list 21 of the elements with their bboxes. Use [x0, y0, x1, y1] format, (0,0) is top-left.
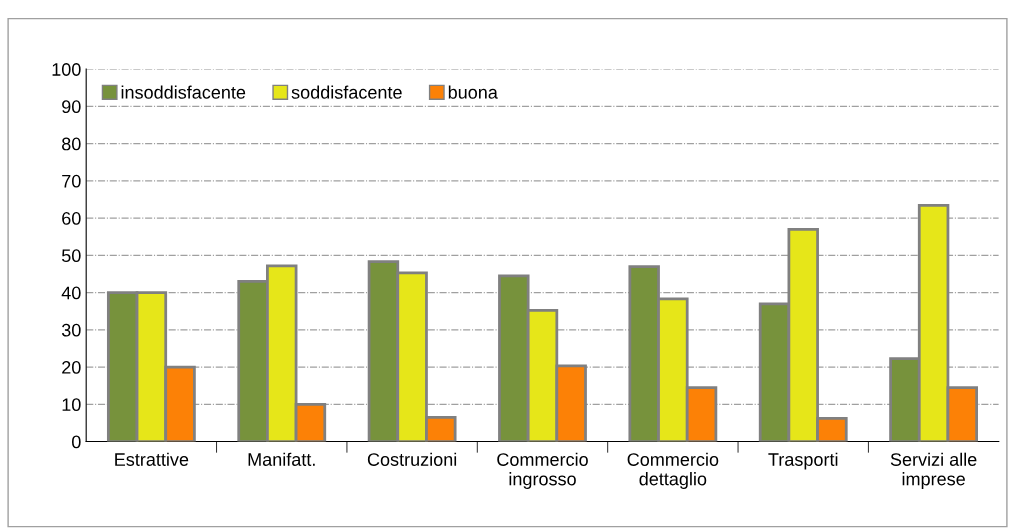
x-tick-label: Commercio ingrosso: [497, 452, 588, 489]
x-tick-label: Servizi alle imprese: [890, 452, 977, 489]
x-tick-label: Trasporti: [768, 452, 838, 470]
y-tick-label: 80: [62, 137, 81, 151]
y-tick-label: 60: [62, 212, 81, 225]
y-tick-label: 30: [61, 323, 81, 337]
y-tick-label: 10: [62, 398, 81, 412]
y-tick-label: 100: [52, 63, 81, 76]
y-tick-label: 40: [61, 286, 81, 300]
legend-label: soddisfacente: [291, 85, 402, 99]
y-tick-label: 20: [62, 361, 81, 374]
x-tick-label: Manifatt.: [248, 452, 315, 466]
y-tick-label: 70: [62, 174, 81, 188]
y-tick-label: 0: [71, 435, 81, 449]
legend-label: insoddisfacente: [121, 85, 246, 99]
y-tick-label: 90: [62, 100, 81, 114]
legend-label: buona: [448, 85, 498, 99]
x-tick-label: Commercio dettaglio: [627, 452, 719, 489]
x-tick-label: Estrattive: [115, 452, 189, 466]
x-tick-label: Costruzioni: [367, 452, 457, 466]
y-tick-label: 50: [61, 249, 81, 263]
